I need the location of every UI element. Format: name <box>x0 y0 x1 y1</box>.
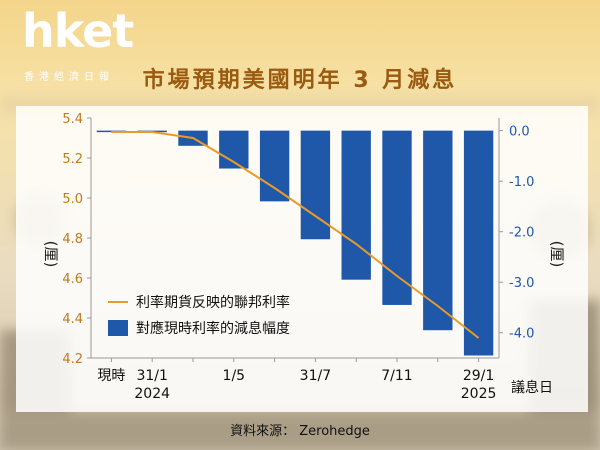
x-tick-label-year: 2024 <box>134 386 170 402</box>
right-tick-label: -3.0 <box>509 276 534 291</box>
right-tick-label: 0.0 <box>509 125 530 140</box>
legend-line-label: 利率期貨反映的聯邦利率 <box>136 294 290 311</box>
left-tick-label: 5.2 <box>62 152 83 167</box>
bar-rate-cut <box>382 130 412 305</box>
right-tick-label: -4.0 <box>509 327 534 342</box>
bar-rate-cut <box>259 130 290 202</box>
bar-rate-cut <box>341 130 371 280</box>
left-axis-label: (厘) <box>42 241 60 268</box>
hket-logo: hket 香港經濟日報 <box>14 4 144 90</box>
x-tick-label-year: 2025 <box>461 386 497 402</box>
left-tick-label: 4.6 <box>62 272 83 287</box>
x-tick-label: 31/7 <box>300 368 331 384</box>
chart: 5.4 5.2 5.0 4.8 4.6 4.4 4.2 (厘) 0.0 -1.0 -2.0 -3.0 -… <box>42 112 566 402</box>
logo-brand: hket <box>22 4 134 58</box>
x-tick-label: 31/1 <box>136 368 167 384</box>
bar-rate-cut <box>300 130 331 240</box>
left-tick-label: 4.2 <box>62 352 83 367</box>
legend-bar-label: 對應現時利率的減息幅度 <box>136 320 290 337</box>
right-tick-label: -2.0 <box>509 226 534 241</box>
x-tick-label: 現時 <box>97 368 125 384</box>
x-axis-label: 議息日 <box>511 379 553 396</box>
line-fed-rate <box>111 131 480 339</box>
left-tick-label: 5.4 <box>62 112 83 127</box>
logo-subtitle: 香港經濟日報 <box>24 72 114 83</box>
x-tick-label: 29/1 <box>463 368 494 384</box>
chart-panel: 5.4 5.2 5.0 4.8 4.6 4.4 4.2 (厘) 0.0 -1.0 -2.0 -3.0 -… <box>16 106 588 412</box>
legend-bar-swatch <box>108 320 128 336</box>
bar-rate-cut <box>96 130 127 133</box>
left-tick-label: 5.0 <box>62 192 83 207</box>
left-tick-label: 4.4 <box>62 312 83 327</box>
right-axis-label: (厘) <box>548 241 566 268</box>
page-title: 市場預期美國明年 3 月減息 <box>142 68 458 93</box>
bar-rate-cut <box>463 130 494 356</box>
left-tick-label: 4.8 <box>62 232 83 247</box>
source-note: 資料來源： Zerohedge <box>230 424 370 439</box>
right-tick-label: -1.0 <box>509 175 534 190</box>
x-tick-label: 7/11 <box>381 368 412 384</box>
bar-rate-cut <box>423 130 453 331</box>
x-tick-label: 1/5 <box>223 368 246 384</box>
